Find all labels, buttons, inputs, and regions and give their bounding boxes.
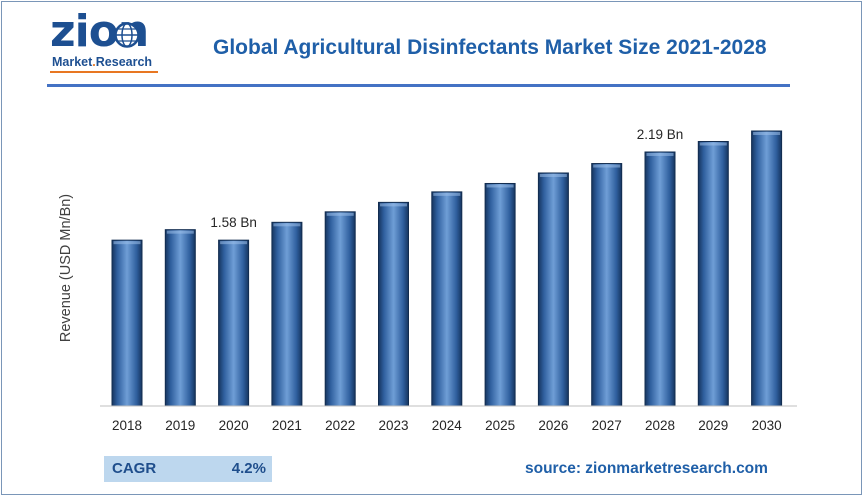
cagr-value: 4.2% (231, 460, 266, 477)
logo-tagline-market: Market (52, 55, 93, 69)
x-tick-label: 2021 (272, 418, 302, 433)
logo-tagline-research: Research (95, 55, 153, 69)
globe-icon (114, 22, 140, 48)
zion-logo: zion Market.Research (50, 6, 165, 76)
x-tick-label: 2023 (378, 418, 408, 433)
x-tick-label: 2028 (645, 418, 675, 433)
x-tick-label: 2030 (752, 418, 782, 433)
bar-2027 (591, 163, 623, 407)
bar-2022 (324, 211, 356, 407)
cagr-box: CAGR 4.2% (104, 456, 272, 482)
x-tick-label: 2022 (325, 418, 355, 433)
x-tick-label: 2026 (538, 418, 568, 433)
bar-2028 (644, 151, 676, 407)
cagr-label: CAGR (112, 460, 157, 477)
bar-2025 (484, 182, 516, 407)
chart-title: Global Agricultural Disinfectants Market… (213, 36, 767, 59)
x-tick-label: 2029 (698, 418, 728, 433)
header-divider (47, 84, 790, 87)
logo-tagline: Market.Research (52, 55, 152, 69)
x-tick-label: 2018 (112, 418, 142, 433)
x-tick-label: 2027 (592, 418, 622, 433)
bar-2023 (378, 201, 409, 407)
bar-2018 (111, 239, 143, 407)
source-text: source: zionmarketresearch.com (525, 460, 768, 477)
data-label: 2.19 Bn (637, 127, 684, 142)
bar-2019 (164, 229, 196, 407)
logo-tagline-dot: . (92, 55, 96, 69)
data-label: 1.58 Bn (210, 215, 257, 230)
bar-2020 (218, 239, 250, 407)
bar-2021 (271, 221, 303, 407)
x-tick-label: 2025 (485, 418, 515, 433)
bar-2026 (537, 172, 569, 407)
bar-2030 (751, 130, 783, 407)
x-tick-label: 2024 (432, 418, 463, 433)
x-tick-label: 2019 (165, 418, 195, 433)
logo-underline (50, 71, 158, 73)
bar-2024 (431, 191, 463, 407)
bar-2029 (697, 140, 729, 407)
x-tick-label: 2020 (219, 418, 249, 433)
